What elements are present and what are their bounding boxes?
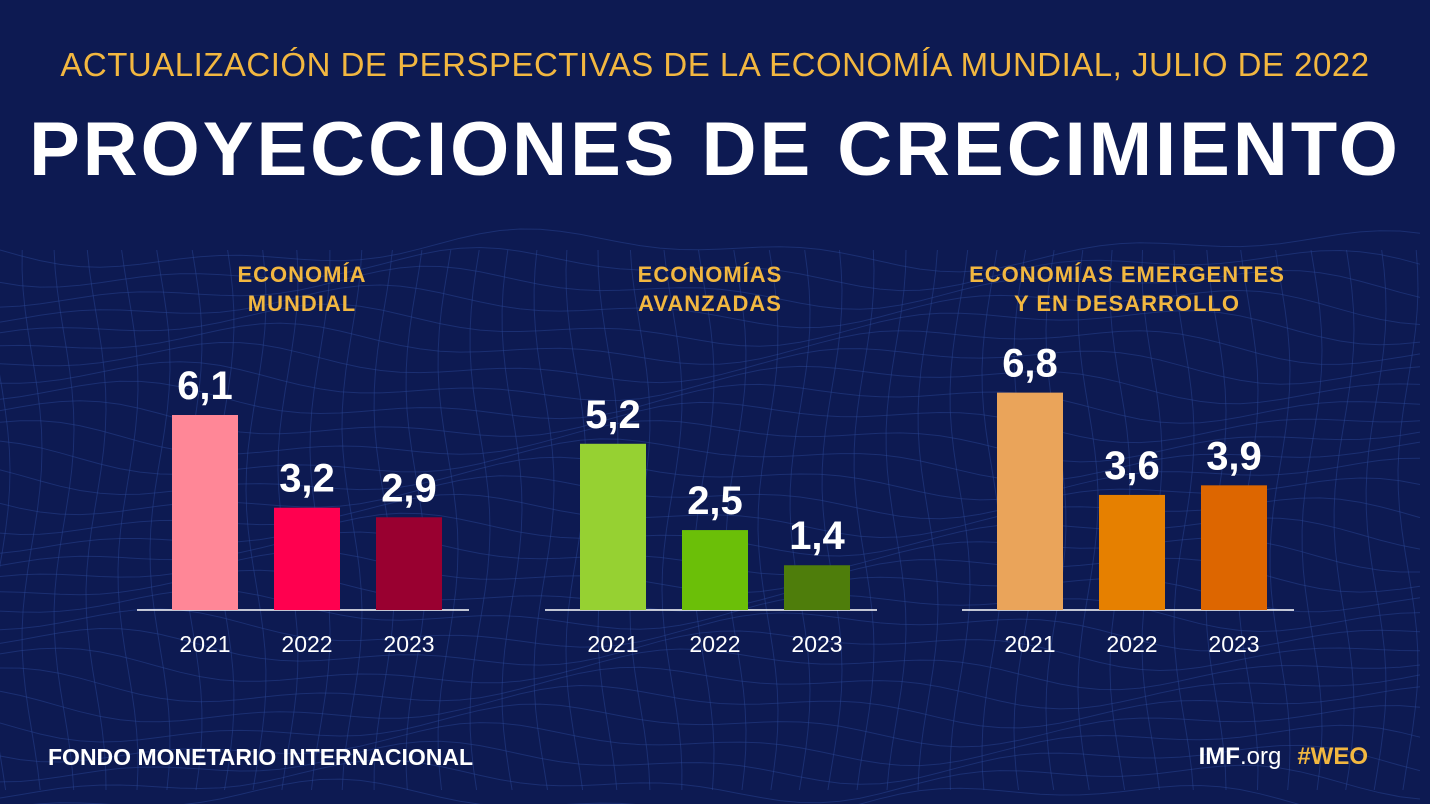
bar <box>784 565 850 610</box>
x-tick-label: 2021 <box>1004 631 1055 657</box>
page-subtitle: ACTUALIZACIÓN DE PERSPECTIVAS DE LA ECON… <box>60 46 1370 83</box>
data-label: 6,8 <box>1002 342 1058 386</box>
page-title: PROYECCIONES DE CRECIMIENTO <box>29 107 1401 192</box>
x-tick-label: 2022 <box>1106 631 1157 657</box>
x-tick-label: 2023 <box>1208 631 1259 657</box>
organization-name: FONDO MONETARIO INTERNACIONAL <box>48 744 474 770</box>
site-link-bold[interactable]: IMF <box>1198 743 1240 770</box>
bar <box>997 392 1063 610</box>
data-label: 2,9 <box>381 466 437 510</box>
bar <box>274 507 340 610</box>
data-label: 1,4 <box>789 514 845 558</box>
bar <box>172 415 238 610</box>
data-label: 6,1 <box>177 364 233 408</box>
site-link-suffix[interactable]: .org <box>1239 743 1282 770</box>
bar <box>376 517 442 610</box>
bar <box>580 443 646 610</box>
chart-title-line: AVANZADAS <box>638 291 782 316</box>
chart-title-line: ECONOMÍA <box>238 262 367 287</box>
bar <box>1099 494 1165 610</box>
footer-links: IMF.org #WEO <box>1199 743 1368 771</box>
bar <box>682 530 748 610</box>
bar <box>1201 485 1267 610</box>
chart-title-line: MUNDIAL <box>248 291 356 316</box>
x-tick-label: 2021 <box>179 631 230 657</box>
data-label: 3,6 <box>1104 444 1160 488</box>
data-label: 3,9 <box>1206 434 1262 478</box>
chart-title-line: ECONOMÍAS EMERGENTES <box>969 262 1285 287</box>
data-label: 2,5 <box>687 479 743 523</box>
data-label: 3,2 <box>279 457 335 501</box>
hashtag[interactable]: #WEO <box>1297 743 1368 770</box>
x-tick-label: 2023 <box>791 631 842 657</box>
x-tick-label: 2022 <box>689 631 740 657</box>
chart-title-line: Y EN DESARROLLO <box>1014 291 1240 316</box>
chart-title-line: ECONOMÍAS <box>638 262 783 287</box>
x-tick-label: 2021 <box>587 631 638 657</box>
x-tick-label: 2022 <box>281 631 332 657</box>
x-tick-label: 2023 <box>383 631 434 657</box>
data-label: 5,2 <box>585 393 641 437</box>
